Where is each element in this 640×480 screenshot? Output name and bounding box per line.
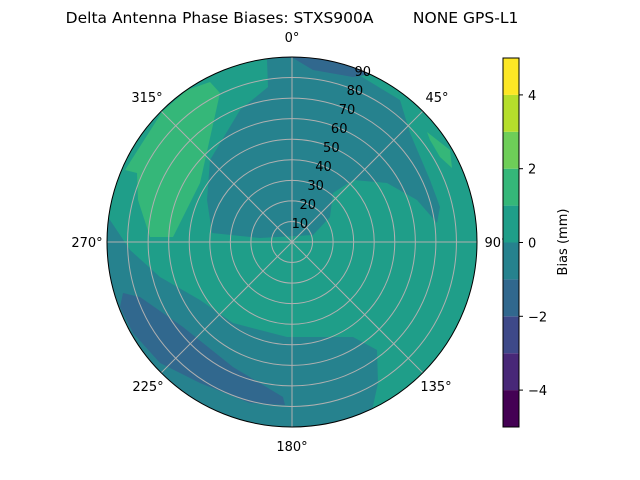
radial-label: 10 xyxy=(292,217,309,232)
radial-tick-labels: 10 20 30 40 50 60 70 80 90 xyxy=(292,65,371,232)
angle-label-180: 180° xyxy=(276,440,307,455)
radial-label: 70 xyxy=(339,103,356,118)
angular-tick-labels: 0° 45° 90° 135° 180° 225° 270° 315° xyxy=(71,31,507,455)
colorbar-band xyxy=(503,242,519,280)
radial-label: 60 xyxy=(331,122,348,137)
angle-label-135: 135° xyxy=(420,380,451,395)
radial-label: 50 xyxy=(323,141,340,156)
colorbar xyxy=(502,57,520,428)
angle-label-315: 315° xyxy=(131,91,162,106)
grid-spoke xyxy=(291,241,424,374)
radial-label: 90 xyxy=(355,65,372,80)
polar-frame xyxy=(106,56,478,428)
colorbar-band xyxy=(503,58,519,95)
angle-label-90: 90° xyxy=(484,236,507,251)
colorbar-label: Bias (mm) xyxy=(556,209,571,276)
contour-level-neg2-neg1-north xyxy=(262,57,372,77)
contour-level-neg1-0-north xyxy=(207,57,440,238)
colorbar-band xyxy=(503,94,519,132)
radial-label: 40 xyxy=(315,160,332,175)
radial-label: 30 xyxy=(307,179,324,194)
contour-level-neg2-neg1-southwest xyxy=(120,293,285,405)
polar-grid xyxy=(107,57,477,427)
chart-title: Delta Antenna Phase Biases: STXS900A NON… xyxy=(66,9,519,27)
angle-label-225: 225° xyxy=(132,380,163,395)
radial-label: 80 xyxy=(347,84,364,99)
colorbar-tick-label: 0 xyxy=(528,237,536,252)
angle-label-0: 0° xyxy=(285,31,300,46)
angle-label-45: 45° xyxy=(425,91,448,106)
colorbar-tick-label: 2 xyxy=(528,163,536,178)
contour-level-1-2-patch xyxy=(427,132,452,168)
colorbar-ticks: −4 −2 0 2 4 xyxy=(519,89,547,399)
radial-label: 20 xyxy=(299,198,316,213)
grid-spoke xyxy=(291,110,424,243)
grid-spoke xyxy=(160,241,293,374)
colorbar-band xyxy=(503,353,519,391)
angle-label-270: 270° xyxy=(71,236,102,251)
colorbar-band xyxy=(503,279,519,317)
colorbar-band xyxy=(503,131,519,169)
colorbar-band xyxy=(503,168,519,206)
grid-spoke xyxy=(160,110,293,243)
colorbar-tick-label: −2 xyxy=(528,310,547,325)
colorbar-band xyxy=(503,390,519,427)
colorbar-band xyxy=(503,205,519,243)
colorbar-tick-label: 4 xyxy=(528,89,536,104)
contour-level-1-2-northwest xyxy=(125,82,220,237)
colorbar-band xyxy=(503,316,519,354)
colorbar-tick-label: −4 xyxy=(528,384,547,399)
